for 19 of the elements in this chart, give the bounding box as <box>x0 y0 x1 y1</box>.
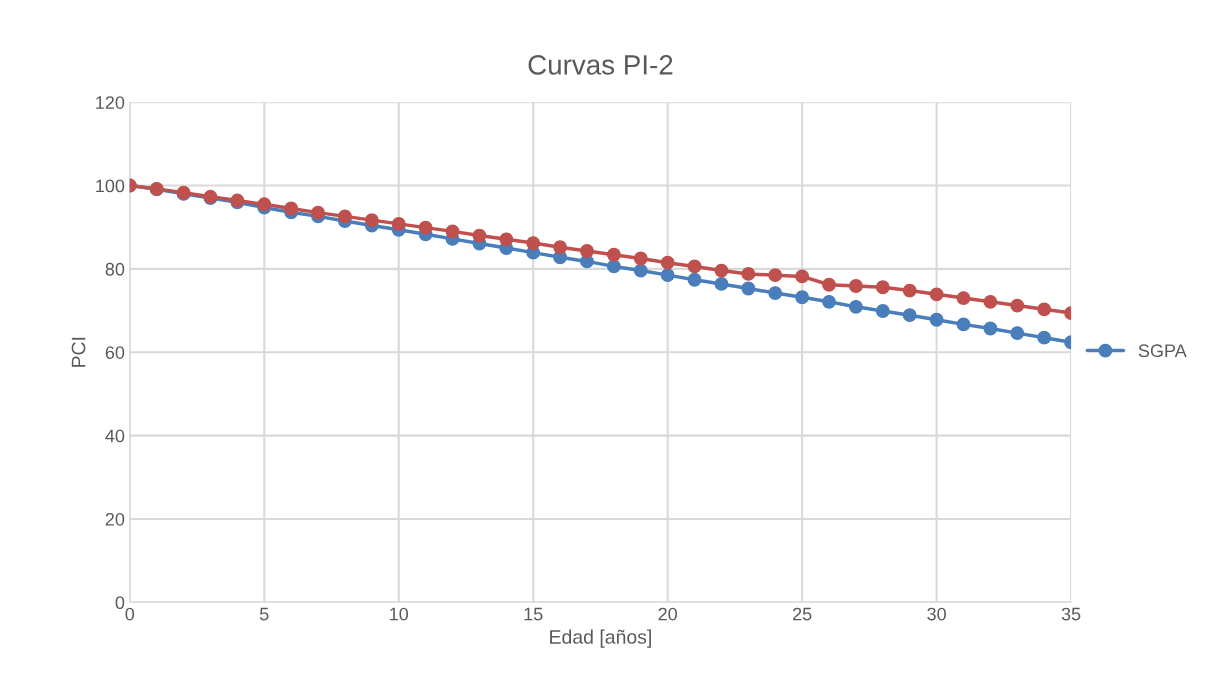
y-tick-label: 80 <box>105 262 125 276</box>
x-tick-label: 5 <box>259 607 269 621</box>
y-tick-label: 40 <box>105 429 125 443</box>
y-tick-label: 120 <box>96 96 125 109</box>
y-tick-label: 0 <box>115 596 125 610</box>
x-tick-label: 10 <box>390 607 409 621</box>
x-tick-label: 15 <box>524 607 543 621</box>
chart-title: Curvas PI-2 <box>528 55 673 75</box>
y-tick-label: 20 <box>105 512 125 526</box>
legend-label: SGPA <box>1138 344 1187 358</box>
y-axis-title: PCI <box>71 337 86 367</box>
y-tick-label: 100 <box>96 179 125 193</box>
x-tick-label: 30 <box>927 607 946 621</box>
x-tick-label: 25 <box>793 607 812 621</box>
x-tick-label: 0 <box>125 607 135 621</box>
y-tick-label: 60 <box>105 346 125 359</box>
x-axis-title: Edad [años] <box>550 629 651 648</box>
x-tick-label: 35 <box>1061 607 1081 621</box>
x-tick-label: 20 <box>658 607 678 621</box>
